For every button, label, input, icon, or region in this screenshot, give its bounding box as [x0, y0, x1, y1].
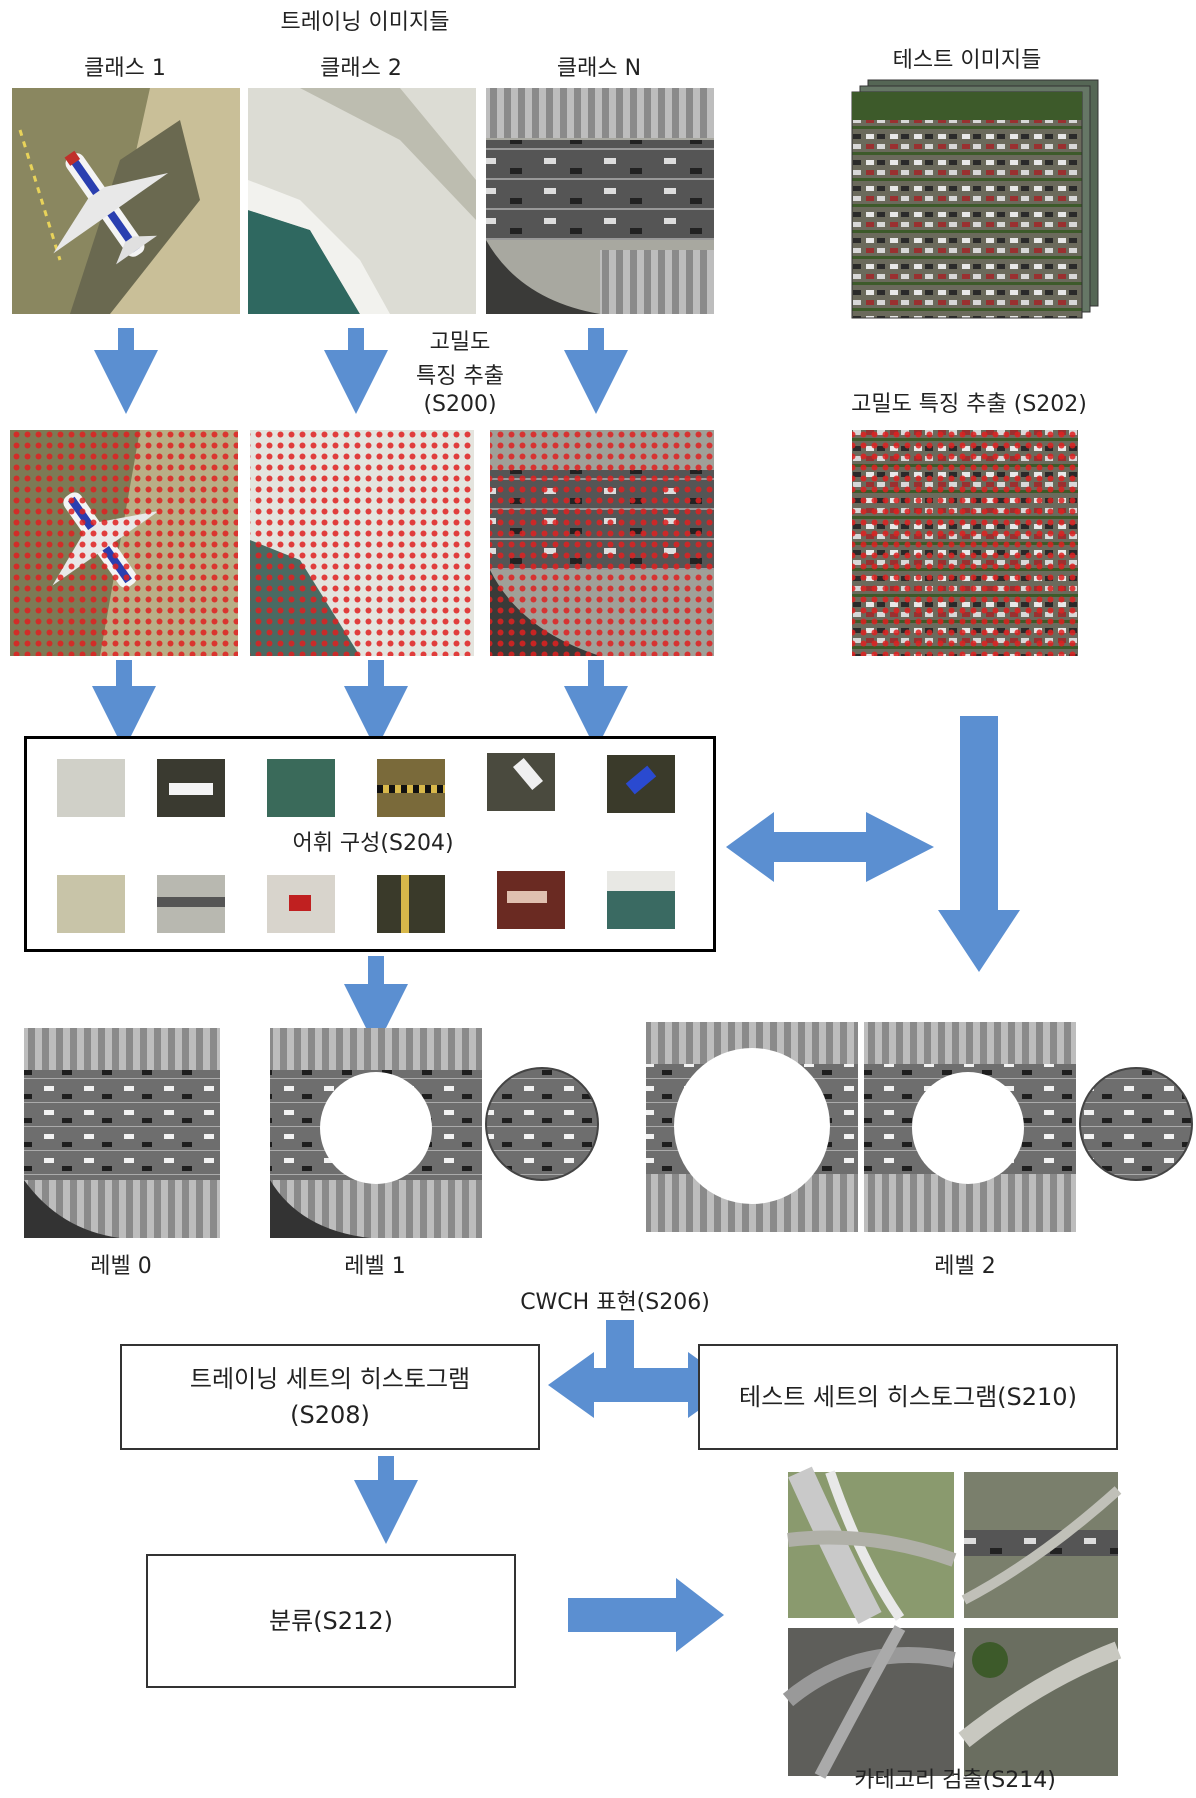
test-down-arrow [938, 716, 1020, 972]
training-histogram-step: (S208) [290, 1397, 370, 1433]
cwch-label: CWCH 표현(S206) [480, 1284, 750, 1316]
vocab-patch [57, 875, 125, 933]
vocabulary-box: 어휘 구성(S204) [24, 736, 716, 952]
vocab-patch [157, 759, 225, 817]
dense-feature-line3: (S200) [400, 392, 520, 417]
level-0-label: 레벨 0 [56, 1248, 186, 1280]
training-image-class-2 [248, 88, 476, 314]
vocab-patch [497, 871, 565, 929]
training-histogram-box: 트레이닝 세트의 히스토그램 (S208) [120, 1344, 540, 1450]
test-histogram-label: 테스트 세트의 히스토그램(S210) [739, 1379, 1077, 1415]
vocab-patch [487, 753, 555, 811]
training-image-class-n [486, 88, 714, 314]
category-detection-label: 카테고리 검출(S214) [800, 1762, 1110, 1794]
level-2-circle-patch [1080, 1068, 1192, 1180]
test-feature-label: 고밀도 특징 추출 (S202) [814, 386, 1124, 418]
vocab-test-double-arrow [726, 812, 934, 882]
dense-feature-class-n [490, 430, 714, 656]
detection-image-1 [788, 1472, 954, 1618]
vocabulary-label: 어휘 구성(S204) [227, 825, 519, 857]
level-1-circle-patch [486, 1068, 598, 1180]
vocab-patch [607, 755, 675, 813]
class-2-label: 클래스 2 [276, 50, 446, 82]
dense-feature-class-1 [10, 430, 238, 656]
classify-label: 분류(S212) [269, 1603, 393, 1639]
training-histogram-label: 트레이닝 세트의 히스토그램 [190, 1361, 470, 1397]
classify-box: 분류(S212) [146, 1554, 516, 1688]
level-2-image-a [646, 1022, 858, 1232]
vocab-patch [267, 875, 335, 933]
test-images-title: 테스트 이미지들 [852, 42, 1082, 74]
dense-feature-line1: 고밀도 [400, 324, 520, 356]
level-1-label: 레벨 1 [310, 1248, 440, 1280]
dense-feature-line2: 특징 추출 [386, 358, 534, 390]
vocab-patch [377, 759, 445, 817]
vocab-patch [267, 759, 335, 817]
training-image-class-1 [12, 88, 240, 314]
dense-feature-class-2 [250, 430, 474, 656]
class-n-label: 클래스 N [514, 50, 684, 82]
arrow-to-detection [568, 1578, 724, 1652]
level-0-image [24, 1028, 220, 1238]
level-2-label: 레벨 2 [900, 1248, 1030, 1280]
level-1-image [270, 1028, 482, 1238]
test-image-stack [852, 80, 1098, 318]
vocab-patch [607, 871, 675, 929]
vocab-patch [57, 759, 125, 817]
arrows-row2 [124, 660, 596, 718]
test-histogram-box: 테스트 세트의 히스토그램(S210) [698, 1344, 1118, 1450]
detection-image-4 [964, 1628, 1118, 1776]
vocab-patch [157, 875, 225, 933]
dense-feature-test [852, 430, 1078, 656]
vocab-patch [377, 875, 445, 933]
class-1-label: 클래스 1 [40, 50, 210, 82]
detection-image-3 [788, 1628, 954, 1776]
detection-image-2 [964, 1472, 1118, 1618]
level-2-image-b [864, 1022, 1076, 1232]
training-images-title: 트레이닝 이미지들 [250, 4, 480, 36]
